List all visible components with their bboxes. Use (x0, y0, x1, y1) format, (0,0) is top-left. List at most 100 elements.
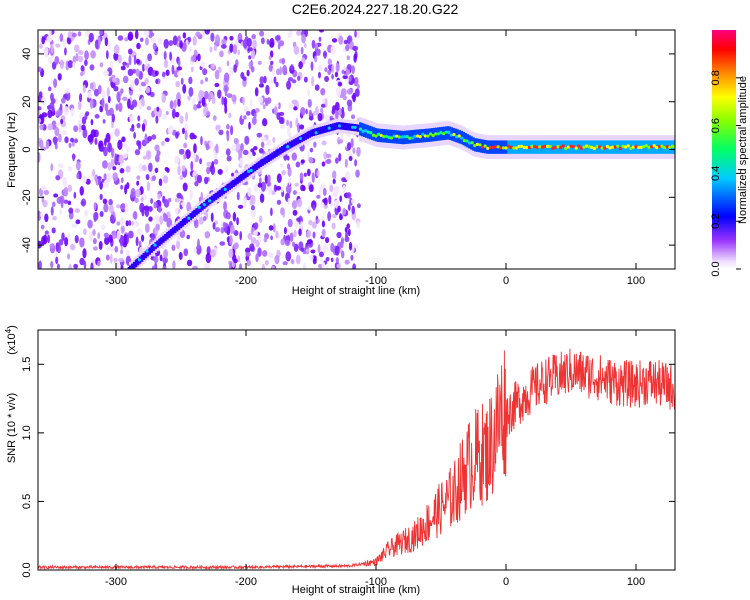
noise-cell (276, 173, 282, 183)
noise-cell (44, 213, 49, 223)
noise-cell (39, 124, 44, 130)
colorbar-label: Normalized spectral amplitude (737, 76, 749, 224)
noise-cell (356, 146, 361, 157)
noise-cell (162, 265, 167, 269)
noise-cell (75, 160, 81, 171)
noise-cell (97, 260, 101, 267)
ridge-peak (629, 146, 633, 151)
noise-cell (300, 221, 303, 230)
noise-cell (346, 55, 351, 60)
noise-cell (189, 189, 193, 201)
colorbar-tick-label: 0.8 (710, 70, 722, 85)
ridge-peak (171, 227, 175, 231)
noise-cell (352, 45, 359, 51)
noise-cell (293, 229, 297, 238)
noise-cell (252, 39, 257, 50)
noise-cell (155, 78, 159, 85)
noise-cell (265, 84, 270, 96)
ridge-peak (470, 141, 474, 145)
noise-cell (303, 43, 307, 48)
ridge-peak (546, 144, 550, 148)
ridge-peak (366, 130, 370, 134)
noise-cell (161, 113, 168, 120)
noise-cell (348, 75, 352, 82)
noise-cell (336, 263, 341, 269)
ridge-peak (135, 259, 139, 263)
noise-cell (103, 179, 110, 188)
noise-cell (237, 255, 241, 263)
noise-cell (321, 261, 326, 269)
noise-cell (246, 259, 252, 267)
ridge-peak (520, 144, 524, 148)
ridge-peak (657, 144, 662, 149)
noise-cell (145, 150, 152, 160)
noise-cell (113, 85, 119, 92)
noise-cell (250, 237, 257, 244)
noise-cell (124, 37, 129, 42)
noise-cell (294, 182, 299, 187)
noise-cell (116, 230, 121, 240)
noise-cell (255, 253, 259, 263)
noise-cell (187, 95, 191, 101)
noise-cell (290, 64, 294, 71)
noise-cell (159, 215, 164, 225)
ridge-peak (598, 145, 602, 149)
noise-cell (117, 54, 122, 64)
noise-cell (310, 249, 316, 254)
noise-cell (289, 103, 294, 109)
noise-cell (249, 200, 253, 206)
noise-cell (165, 110, 169, 115)
ridge-band (244, 171, 247, 179)
noise-cell (134, 30, 139, 40)
noise-cell (54, 126, 60, 137)
noise-cell (308, 116, 314, 121)
ridge-band (158, 238, 161, 246)
noise-cell (117, 164, 121, 170)
noise-cell (120, 65, 126, 71)
snr-x-tick-label: 100 (627, 576, 645, 588)
snr-y-tick-label: 1.5 (21, 357, 33, 372)
ridge-peak (267, 156, 271, 160)
noise-cell (42, 234, 48, 245)
noise-cell (182, 182, 188, 192)
ridge-peak (364, 128, 368, 133)
noise-cell (183, 153, 187, 160)
noise-cell (144, 30, 150, 38)
noise-cell (291, 99, 298, 105)
ridge-peak (455, 135, 459, 139)
ridge-band (205, 200, 208, 208)
noise-cell (126, 182, 130, 190)
noise-cell (181, 165, 186, 172)
noise-cell (82, 128, 88, 139)
noise-cell (277, 102, 281, 110)
ridge-peak (436, 132, 440, 136)
noise-cell (250, 66, 255, 73)
noise-cell (313, 256, 317, 262)
noise-cell (314, 42, 318, 50)
noise-cell (39, 43, 43, 49)
noise-cell (287, 218, 293, 228)
noise-cell (102, 119, 106, 124)
noise-cell (229, 235, 233, 246)
noise-cell (309, 147, 314, 153)
noise-cell (323, 50, 327, 59)
noise-cell (210, 212, 214, 222)
noise-cell (41, 185, 47, 191)
noise-cell (199, 158, 202, 165)
noise-cell (83, 228, 87, 236)
noise-cell (307, 205, 312, 211)
ridge-peak (652, 144, 656, 148)
noise-cell (346, 88, 353, 95)
noise-cell (261, 118, 268, 127)
noise-cell (98, 175, 101, 186)
noise-cell (134, 149, 141, 156)
ridge-peak (299, 136, 303, 141)
noise-cell (257, 182, 263, 188)
noise-cell (47, 86, 52, 92)
noise-cell (203, 262, 208, 269)
noise-cell (343, 39, 349, 45)
ridge-peak (327, 126, 331, 130)
noise-cell (356, 30, 361, 40)
ridge-peak (192, 210, 196, 214)
noise-cell (59, 195, 65, 204)
